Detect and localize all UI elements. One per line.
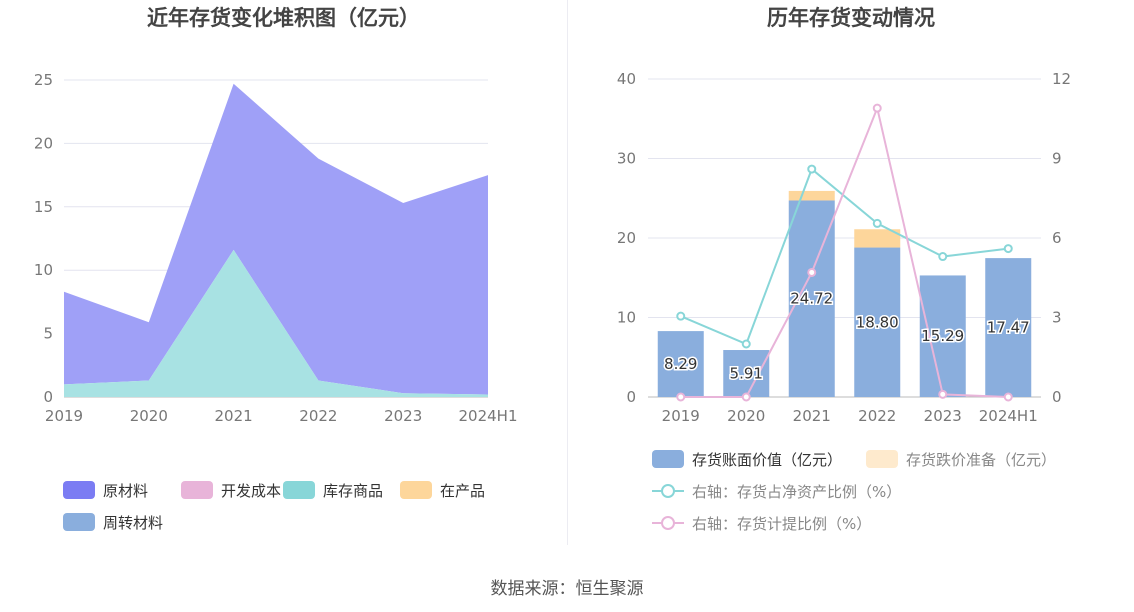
right-chart-title: 历年存货变动情况 [767, 6, 935, 30]
left-y-tick-label: 15 [34, 198, 53, 216]
right-legend-item[interactable]: 右轴：存货计提比例（%） [652, 512, 871, 534]
bar-impairment [788, 190, 835, 201]
left-legend-item[interactable]: 库存商品 [283, 479, 383, 501]
legend-label: 开发成本 [221, 481, 282, 500]
legend-swatch [866, 450, 898, 468]
line-point [938, 389, 948, 399]
bar-data-label: 15.29 [921, 327, 964, 345]
right-x-tick-label: 2019 [662, 407, 700, 425]
right-y2-tick-label: 9 [1052, 150, 1062, 168]
left-chart-panel: 近年存货变化堆积图（亿元） 0 5 10 15 20 25 2019 2020 2021 2022… [0, 0, 567, 560]
left-legend-item[interactable]: 在产品 [400, 479, 485, 501]
left-x-tick-label: 2020 [130, 407, 168, 425]
right-y2-tick-label: 3 [1052, 309, 1062, 327]
line-右轴：存货占净资产比例（%） [680, 167, 1009, 346]
right-chart-svg: 0 10 20 30 40 0 3 6 9 12 2019 2020 2021 2022 2023 2024H… [617, 70, 1071, 425]
right-y-tick-label: 10 [617, 309, 636, 327]
right-x-tick-label: 2023 [924, 407, 962, 425]
legend-swatch [652, 450, 684, 468]
line-point [741, 339, 751, 349]
left-chart-legend: 原材料 开发成本 库存商品 在产品周转材料 [0, 0, 567, 560]
legend-label: 原材料 [103, 481, 149, 500]
line-point [807, 164, 817, 174]
right-legend-item[interactable]: 存货跌价准备（亿元） [866, 448, 1056, 470]
legend-swatch [63, 513, 95, 531]
left-y-tick-label: 0 [43, 388, 53, 406]
right-legend-item[interactable]: 右轴：存货占净资产比例（%） [652, 480, 901, 502]
left-x-tick-label: 2023 [384, 407, 422, 425]
line-point [938, 252, 948, 262]
left-legend-item[interactable]: 周转材料 [63, 511, 163, 533]
bar-data-label: 5.91 [730, 365, 763, 383]
left-x-tick-label: 2022 [299, 407, 337, 425]
right-x-tick-label: 2022 [858, 407, 896, 425]
left-chart-title: 近年存货变化堆积图（亿元） [147, 6, 420, 30]
bar-book-value [919, 275, 966, 397]
bar-data-label: 24.72 [790, 290, 833, 308]
bar-data-label: 17.47 [987, 319, 1030, 337]
bar-data-label: 8.29 [664, 355, 697, 373]
left-y-tick-label: 5 [43, 325, 53, 343]
right-y2-tick-label: 12 [1052, 70, 1071, 88]
legend-label: 周转材料 [103, 513, 164, 532]
legend-label: 右轴：存货计提比例（%） [692, 514, 872, 533]
bar-data-label: 18.80 [856, 313, 899, 331]
right-chart-panel: 历年存货变动情况 0 10 20 30 40 0 3 6 9 12 2019 2020 2021 2022… [568, 0, 1134, 560]
left-legend-item[interactable]: 原材料 [63, 479, 148, 501]
area-series-原材料 [64, 83, 488, 395]
right-y-tick-label: 40 [617, 70, 636, 88]
bar-book-value [657, 331, 704, 397]
legend-label: 右轴：存货占净资产比例（%） [692, 482, 902, 501]
data-source-note: 数据来源：恒生聚源 [490, 579, 644, 599]
right-y-tick-label: 20 [617, 229, 636, 247]
left-x-tick-label: 2019 [45, 407, 83, 425]
legend-swatch [283, 481, 315, 499]
line-point [676, 311, 686, 321]
line-右轴：存货计提比例（%） [680, 104, 1009, 398]
bar-impairment [854, 229, 901, 248]
right-legend-item[interactable]: 存货账面价值（亿元） [652, 448, 842, 470]
bar-book-value [854, 247, 901, 397]
legend-swatch [652, 482, 684, 500]
bar-book-value [723, 350, 770, 397]
left-y-tick-label: 10 [34, 261, 53, 279]
left-legend-item[interactable]: 开发成本 [181, 479, 281, 501]
right-y-tick-label: 30 [617, 150, 636, 168]
legend-label: 在产品 [440, 481, 486, 500]
right-x-tick-label: 2021 [793, 407, 831, 425]
right-y2-tick-label: 0 [1052, 388, 1062, 406]
legend-swatch [652, 514, 684, 532]
left-y-tick-label: 20 [34, 134, 53, 152]
legend-swatch [63, 481, 95, 499]
left-y-tick-label: 25 [34, 71, 53, 89]
legend-swatch [181, 481, 213, 499]
panel-divider [567, 0, 568, 545]
line-point [1003, 244, 1013, 254]
line-point [872, 103, 882, 113]
area-series-库存商品 [64, 249, 488, 397]
right-x-tick-label: 2024H1 [979, 407, 1038, 425]
bar-book-value [985, 258, 1032, 397]
right-y2-tick-label: 6 [1052, 229, 1062, 247]
legend-swatch [400, 481, 432, 499]
right-x-tick-label: 2020 [727, 407, 765, 425]
legend-label: 存货账面价值（亿元） [692, 450, 843, 469]
right-chart-legend: 存货账面价值（亿元） 存货跌价准备（亿元） 右轴：存货占净资产比例（%） 右轴：存货计… [568, 0, 1134, 560]
line-point [1003, 392, 1013, 402]
legend-label: 库存商品 [323, 481, 384, 500]
line-point [872, 218, 882, 228]
left-x-tick-label: 2024H1 [459, 407, 518, 425]
left-x-tick-label: 2021 [215, 407, 253, 425]
line-point [676, 392, 686, 402]
legend-label: 存货跌价准备（亿元） [906, 450, 1057, 469]
left-chart-svg: 0 5 10 15 20 25 2019 2020 2021 2022 2023 2024H1 [34, 71, 518, 425]
right-y-tick-label: 0 [626, 388, 636, 406]
line-point [807, 267, 817, 277]
line-point [741, 392, 751, 402]
